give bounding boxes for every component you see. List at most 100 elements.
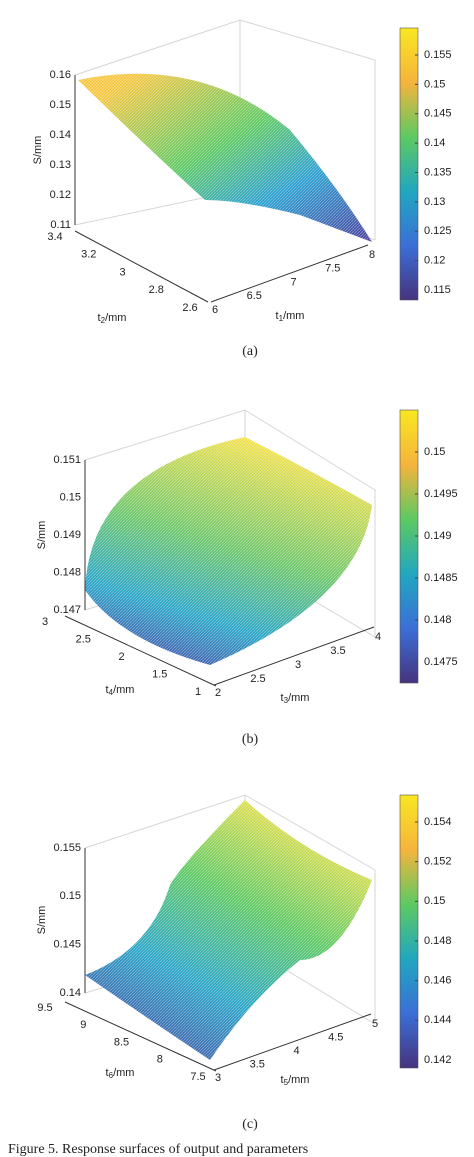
colorbar-tick-label: 0.148 xyxy=(424,935,452,947)
y-tick-label: 3.2 xyxy=(81,249,96,261)
z-tick-label: 0.15 xyxy=(50,99,71,111)
label-unit: /mm xyxy=(288,1074,309,1086)
panel: 0.1510.150.1490.1480.147S/mm32.521.51t4/… xyxy=(36,409,458,747)
z-tick-label: 0.15 xyxy=(60,491,81,503)
colorbar-tick-label: 0.1475 xyxy=(424,656,458,668)
x-axis xyxy=(213,1013,372,1071)
label-subscript: 4 xyxy=(109,688,114,697)
label-subscript: 2 xyxy=(101,316,106,325)
x-tick-label: 4 xyxy=(293,1045,299,1057)
label-base: t xyxy=(276,310,279,322)
z-tick-label: 0.14 xyxy=(60,987,81,999)
label-unit: /mm xyxy=(283,310,304,322)
colorbar-tick-label: 0.152 xyxy=(424,856,452,868)
panel-caption: (b) xyxy=(242,732,259,747)
x-tick-label: 6.5 xyxy=(247,290,262,302)
panel: 0.16 0.15 0.14 0.13 0.12 0.11 S/mm 3.4 3.2 3 2.8 2.… xyxy=(32,27,452,359)
x-axis-label: t1/mm xyxy=(276,310,305,323)
y-tick-label: 8 xyxy=(157,1054,163,1066)
y-tick-label: 3.4 xyxy=(47,231,62,243)
colorbar-tick-label: 0.115 xyxy=(424,284,451,296)
z-tick-label: 0.155 xyxy=(53,842,81,854)
y-tick-label: 7.5 xyxy=(190,1071,205,1083)
colorbar-tick-label: 0.155 xyxy=(424,49,452,61)
surfaces xyxy=(74,19,376,1060)
y-tick-label: 2 xyxy=(118,651,124,663)
z-axis-label: S/mm xyxy=(36,521,48,550)
label-base: t xyxy=(106,1067,109,1079)
colorbar-tick-label: 0.13 xyxy=(424,196,445,208)
panel-caption: (a) xyxy=(242,344,258,359)
z-tick-label: 0.15 xyxy=(60,890,81,902)
x-tick-label: 2 xyxy=(215,687,221,699)
label-subscript: 6 xyxy=(109,1071,114,1080)
colorbar-tick-label: 0.15 xyxy=(424,446,445,458)
y-tick-label: 9.5 xyxy=(37,1002,52,1014)
colorbar xyxy=(399,27,419,301)
x-tick-label: 3 xyxy=(295,659,301,671)
label-base: t xyxy=(98,312,101,324)
x-axis-label: t5/mm xyxy=(281,1074,310,1087)
colorbar-tick-label: 0.15 xyxy=(424,895,445,907)
panel-caption: (c) xyxy=(242,1117,258,1132)
surface-a-mesh xyxy=(78,73,372,242)
z-tick-label: 0.149 xyxy=(53,529,81,541)
x-axis xyxy=(210,244,369,303)
surface-c-mesh xyxy=(85,800,372,1060)
x-tick-label: 3.5 xyxy=(250,1058,265,1070)
y-axis xyxy=(74,230,209,303)
colorbar-tick-label: 0.145 xyxy=(424,108,452,120)
label-unit: /mm xyxy=(288,692,309,704)
y-axis-label: t6/mm xyxy=(106,1067,135,1080)
colorbar xyxy=(399,409,419,684)
x-tick-label: 4.5 xyxy=(328,1031,343,1043)
colorbar-tick-label: 0.146 xyxy=(424,975,452,987)
label-unit: /mm xyxy=(113,684,134,696)
x-axis-label: t3/mm xyxy=(281,692,310,705)
x-tick-label: 8 xyxy=(369,249,375,261)
colorbar-tick-label: 0.125 xyxy=(424,225,452,237)
y-tick-label: 3 xyxy=(119,266,125,278)
x-tick-label: 4 xyxy=(375,631,381,643)
y-tick-label: 2.5 xyxy=(76,633,91,645)
colorbar-tick-label: 0.142 xyxy=(424,1054,452,1066)
figure-caption: Figure 5. Response surfaces of output an… xyxy=(8,1142,308,1157)
label-base: t xyxy=(106,684,109,696)
z-tick-label: 0.16 xyxy=(50,69,71,81)
z-tick-label: 0.147 xyxy=(53,604,81,616)
y-tick-label: 1.5 xyxy=(152,668,167,680)
z-tick-label: 0.148 xyxy=(53,566,81,578)
y-tick-label: 3 xyxy=(42,616,48,628)
z-tick-label: 0.13 xyxy=(50,159,71,171)
y-axis xyxy=(64,615,217,687)
colorbar-tick-label: 0.1495 xyxy=(424,488,458,500)
colorbar-tick-label: 0.135 xyxy=(424,166,452,178)
colorbar-tick-label: 0.144 xyxy=(424,1014,452,1026)
colorbar-tick-label: 0.1485 xyxy=(424,572,458,584)
x-tick-label: 3.5 xyxy=(330,645,345,657)
colorbar-tick-label: 0.14 xyxy=(424,137,445,149)
z-axis-label: S/mm xyxy=(36,906,48,935)
label-subscript: 1 xyxy=(279,314,284,323)
y-axis xyxy=(64,1001,217,1072)
x-tick-label: 3 xyxy=(215,1072,221,1084)
label-base: t xyxy=(281,692,284,704)
label-unit: /mm xyxy=(105,312,126,324)
y-tick-label: 1 xyxy=(195,686,201,698)
y-axis-label: t2/mm xyxy=(98,312,127,325)
colorbar-tick-label: 0.148 xyxy=(424,614,452,626)
z-tick-label: 0.145 xyxy=(53,939,81,951)
z-axis-label: S/mm xyxy=(32,136,44,165)
x-tick-label: 2.5 xyxy=(250,673,265,685)
z-tick-label: 0.151 xyxy=(53,454,81,466)
x-tick-label: 6 xyxy=(212,304,218,316)
z-tick-label: 0.12 xyxy=(50,189,71,201)
label-base: t xyxy=(281,1074,284,1086)
label-subscript: 3 xyxy=(284,696,289,705)
surface-b-mesh xyxy=(85,437,372,665)
colorbar-tick-label: 0.154 xyxy=(424,816,452,828)
y-tick-label: 8.5 xyxy=(114,1036,129,1048)
x-tick-label: 5 xyxy=(372,1018,378,1030)
